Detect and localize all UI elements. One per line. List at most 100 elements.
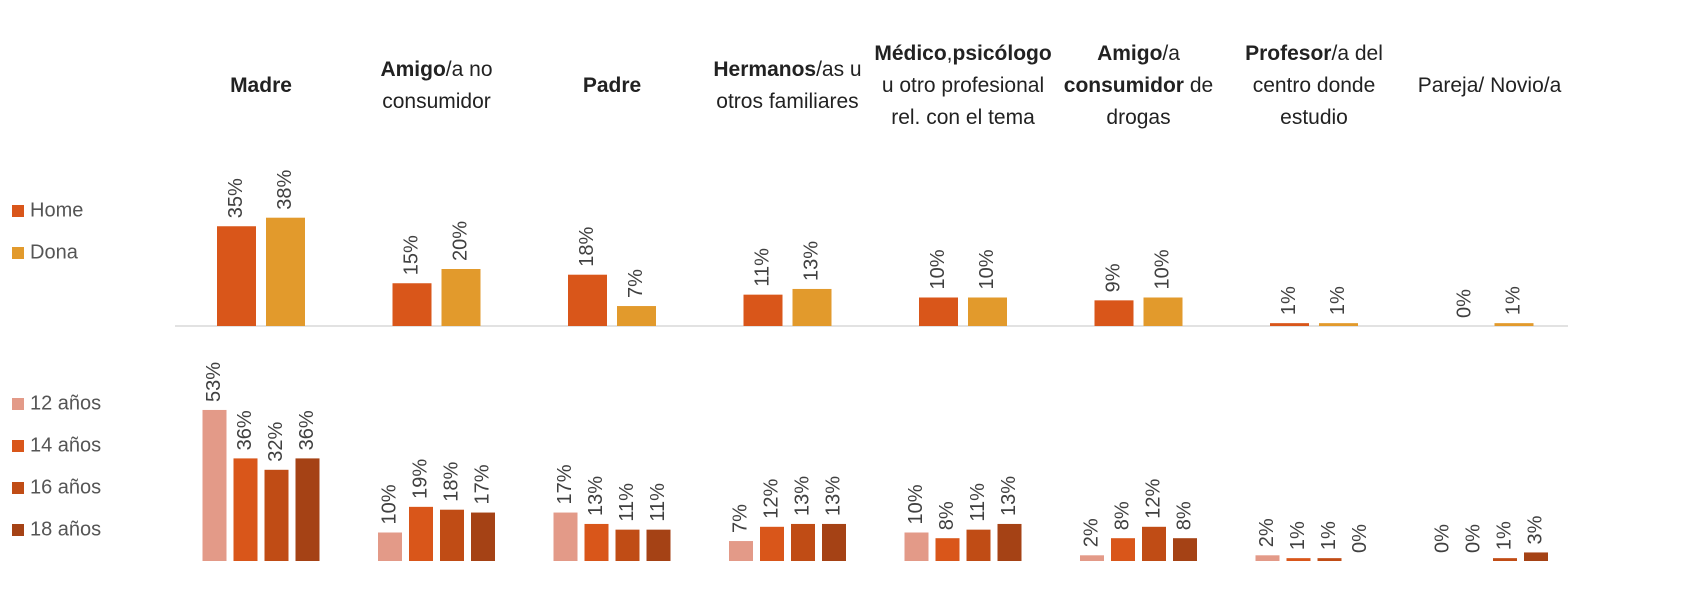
value-label: 8% [1111, 501, 1133, 530]
legend-label: 18 años [30, 518, 101, 540]
value-label: 18% [576, 226, 598, 266]
value-label: 1% [1318, 521, 1340, 550]
bar [935, 538, 960, 561]
category-segment: Padre [582, 74, 642, 97]
value-label: 15% [400, 235, 422, 275]
value-label: 17% [554, 464, 576, 504]
bar [264, 469, 289, 561]
bar [615, 529, 640, 561]
bar [409, 506, 433, 561]
bar [646, 529, 671, 561]
bar [233, 458, 258, 561]
value-label: 13% [585, 476, 607, 516]
bar [1319, 323, 1358, 326]
category-label: Hermanos/as u otros familiares [703, 11, 873, 161]
category-segment: Amigo [1097, 42, 1163, 65]
value-label: 1% [1493, 521, 1515, 550]
bar [1080, 555, 1104, 561]
category-label: Profesor/a del centro donde estudio [1229, 11, 1399, 161]
category-text: Hermanos/as u otros familiares [703, 54, 873, 118]
category-segment: u otro profesional rel. con el tema [881, 42, 1058, 129]
category-text: Amigo/a consumidor de drogas [1054, 38, 1224, 134]
bar [1270, 323, 1309, 326]
bar [617, 306, 656, 326]
category-label: Padre [527, 11, 697, 161]
value-label: 11% [967, 483, 989, 522]
category-label: Madre [176, 11, 346, 161]
value-label: 7% [729, 504, 751, 533]
category-segment: /a [1162, 42, 1186, 65]
bar [1142, 526, 1166, 561]
value-label: 11% [647, 483, 669, 522]
value-label: 11% [616, 483, 638, 522]
value-label: 0% [1462, 524, 1484, 553]
bar [266, 217, 305, 326]
bar [1524, 552, 1548, 561]
bar [997, 523, 1022, 561]
bar [729, 541, 753, 561]
bar [440, 509, 464, 561]
value-label: 0% [1453, 289, 1475, 318]
value-label: 7% [625, 269, 647, 298]
value-label: 1% [1327, 286, 1349, 315]
category-segment: Profesor [1245, 42, 1332, 65]
legend-swatch [12, 440, 24, 452]
bar [1111, 538, 1135, 561]
bar [792, 288, 832, 326]
category-segment: /a del centro donde estudio [1252, 42, 1389, 129]
value-label: 10% [927, 249, 949, 289]
category-segment: /a no consumidor [382, 58, 499, 113]
bar [966, 529, 991, 561]
value-label: 1% [1287, 521, 1309, 550]
category-segment: Hermanos [713, 58, 817, 81]
legend-swatch [12, 398, 24, 410]
bar [1494, 323, 1534, 326]
value-label: 0% [1349, 524, 1371, 553]
value-label: 2% [1080, 518, 1102, 547]
value-label: 10% [1151, 249, 1173, 289]
value-label: 8% [936, 501, 958, 530]
category-text: Padre [583, 70, 641, 102]
category-segment: Médico [874, 42, 947, 65]
value-label: 2% [1256, 518, 1278, 547]
category-label: Pareja/ Novio/a [1405, 11, 1575, 161]
value-label: 19% [409, 459, 431, 499]
value-label: 36% [234, 410, 256, 450]
category-segment: Amigo [380, 58, 446, 81]
value-label: 17% [471, 464, 493, 504]
legend-swatch [12, 524, 24, 536]
bar [791, 523, 815, 561]
bar [392, 283, 432, 326]
legend-swatch [12, 247, 24, 259]
value-label: 11% [751, 248, 773, 287]
bar [1173, 538, 1197, 561]
value-label: 13% [998, 476, 1020, 516]
value-label: 10% [905, 484, 927, 524]
bar [202, 409, 227, 561]
bar [1143, 297, 1183, 326]
value-label: 1% [1502, 286, 1524, 315]
bar [378, 532, 402, 561]
value-label: 12% [1142, 479, 1164, 519]
category-text: Profesor/a del centro donde estudio [1229, 38, 1399, 134]
category-segment: consumidor [1063, 74, 1184, 97]
value-label: 9% [1102, 263, 1124, 292]
bar [1255, 555, 1280, 561]
bar [968, 297, 1007, 326]
legend-label: Home [30, 199, 83, 221]
bar [295, 458, 320, 561]
value-label: 0% [1431, 524, 1453, 553]
category-segment: de drogas [1106, 74, 1220, 129]
bar [1286, 558, 1311, 561]
value-label: 1% [1278, 286, 1300, 315]
value-label: 10% [976, 249, 998, 289]
category-text: Amigo/a no consumidor [352, 54, 522, 118]
bar [760, 526, 784, 561]
category-label: Médico,psicólogo u otro profesional rel.… [874, 11, 1051, 161]
value-label: 10% [378, 484, 400, 524]
category-segment: /as u otros familiares [716, 58, 868, 113]
value-label: 12% [760, 479, 782, 519]
value-label: 35% [225, 178, 247, 218]
